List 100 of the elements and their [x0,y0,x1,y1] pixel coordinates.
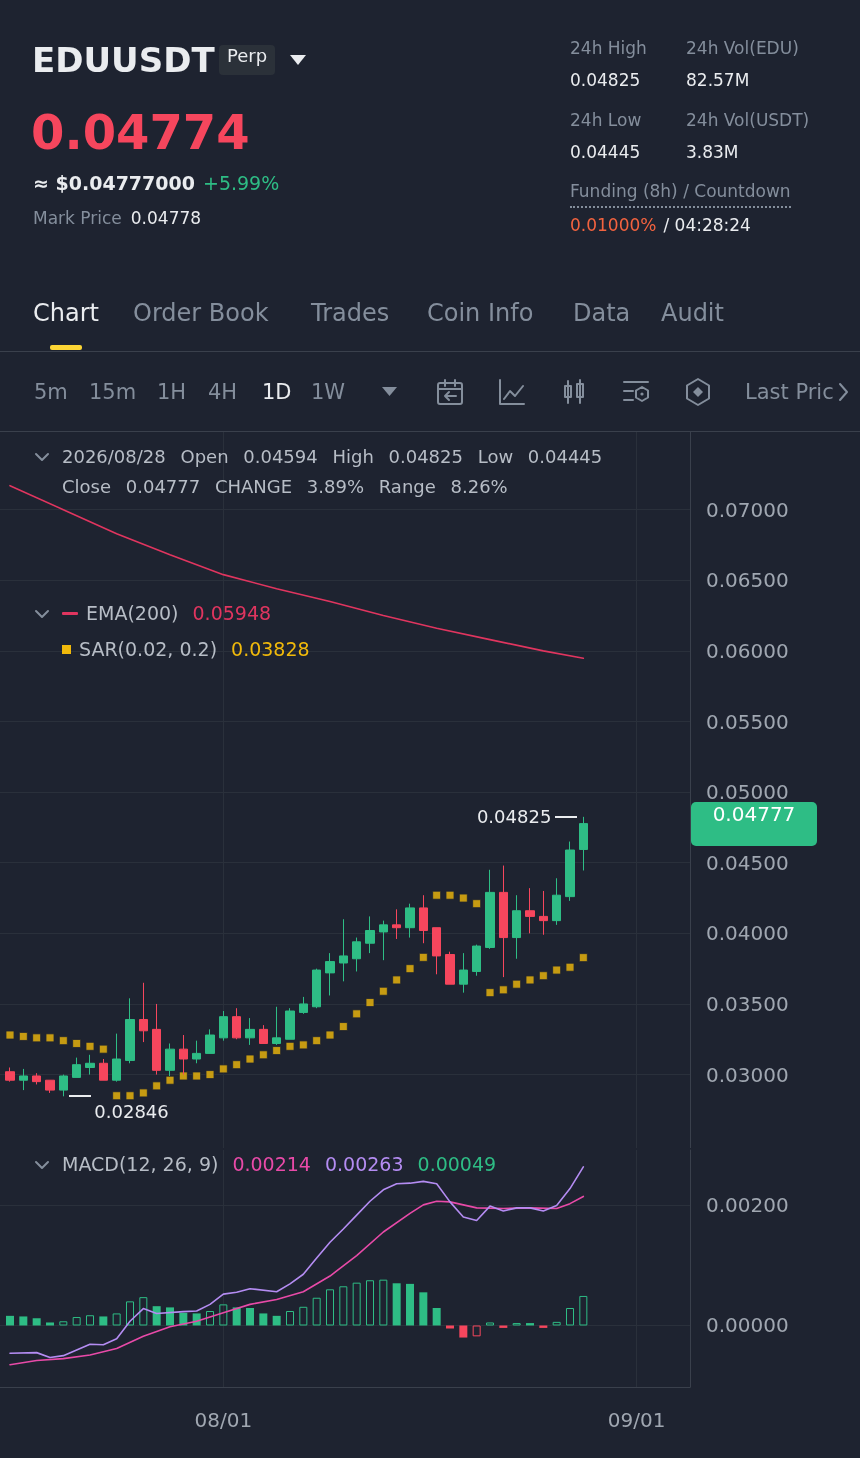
candlestick [112,1033,121,1083]
point [32,1033,42,1043]
point [578,953,588,963]
candlestick [59,1074,68,1097]
bar [246,1308,254,1326]
text: 1H [157,379,187,405]
text: 0.04778 [130,208,202,228]
candlestick [272,1006,281,1046]
text: 1W [311,379,346,405]
candlestick [5,1067,15,1083]
candlestick [72,1057,81,1078]
text: 0.04445 [570,141,641,163]
text: Chart [33,298,99,328]
point [298,1040,308,1050]
text: 0.04774 [31,103,250,162]
point [538,971,548,981]
bar [339,1286,348,1326]
bar [126,1301,134,1326]
y-tick-label: 0.04500 [706,850,789,875]
point [352,1009,362,1019]
text: 24h Low [570,109,642,131]
point [525,975,535,985]
candlestick [365,915,375,954]
candlestick [45,1079,55,1094]
annotation: 0.03828 [231,637,310,662]
point [258,1050,268,1060]
point [5,1030,15,1040]
text: Perp [219,45,276,75]
candlestick [259,1024,268,1044]
text: ≈ $0.04777000 [33,172,195,194]
point [205,1070,215,1080]
text: 0.04825 [570,69,641,91]
text: Audit [661,298,724,328]
point [392,975,402,985]
x-tick-label: 08/01 [194,1408,253,1432]
bar [459,1325,468,1338]
text: Coin Info [427,298,534,328]
bar [579,1295,588,1326]
bar [406,1283,414,1326]
candlestick [125,997,135,1064]
candlestick [445,951,455,985]
bar [99,1316,108,1326]
x-tick-label: 09/01 [607,1408,666,1432]
candlestick [32,1072,41,1085]
text: Funding (8h) / Countdown [570,180,791,208]
bar [486,1322,494,1326]
text: 0.01000% [570,215,657,235]
bar [326,1289,334,1326]
candlestick [512,894,521,960]
candlestick [379,920,388,961]
bar [272,1315,281,1326]
point [312,1036,322,1046]
candlestick [85,1054,95,1076]
text: Last Pric [745,379,834,405]
candlestick [232,1007,241,1040]
bar [299,1306,308,1326]
chart-title: MACD(12, 26, 9) [62,1152,219,1177]
candlestick [245,1017,255,1046]
candlestick [325,952,335,996]
bar [379,1279,388,1326]
bar [72,1317,81,1326]
annotation: 0.04825 [476,804,552,829]
text: 15m [89,379,137,405]
point [72,1039,82,1048]
point [565,962,575,972]
y-tick-label: 0.06500 [706,568,789,593]
point [178,1071,188,1081]
point [325,1030,335,1040]
annotation: 0.02846 [94,1100,169,1125]
bar [86,1315,94,1326]
bar [112,1313,121,1326]
text: Mark Price [33,208,122,228]
bar [512,1323,521,1326]
point [58,1036,68,1046]
text: +5.99% [202,172,280,194]
bar [566,1308,574,1326]
point [112,1091,122,1101]
candlestick [419,894,428,944]
bar [552,1321,561,1326]
candlestick [485,869,495,950]
bar [419,1292,428,1326]
point [232,1060,242,1070]
candlestick [285,1007,295,1040]
point [512,979,522,989]
bar [152,1306,161,1326]
annotation: 0.00263 [324,1152,404,1177]
point [45,1033,55,1043]
text: 24h High [570,37,647,59]
bar [352,1282,361,1326]
point [365,998,375,1008]
point [18,1031,28,1041]
point [85,1041,95,1051]
point [125,1091,135,1101]
text: 0.04777 [691,801,817,846]
annotation: 0.00214 [232,1152,311,1177]
text: 82.57M [686,69,750,91]
bar [206,1311,214,1326]
text: 3.83M [686,141,739,163]
bar [139,1297,148,1326]
candlestick [565,841,575,902]
